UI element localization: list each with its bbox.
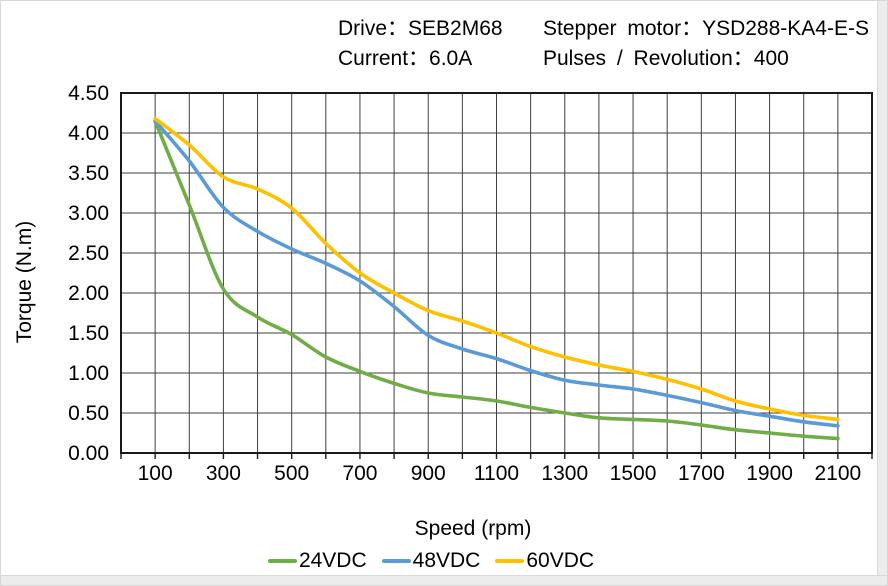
y-tick-label: 3.00 [68, 202, 109, 225]
legend-item-48vdc: 48VDC [381, 549, 481, 573]
x-tick-label: 1500 [610, 462, 657, 485]
legend-swatch-48vdc [381, 559, 411, 563]
window-edge-right [877, 1, 887, 585]
y-tick-label: 2.50 [68, 242, 109, 265]
current-label: Current：6.0A [338, 47, 473, 70]
x-tick-label: 1300 [541, 462, 588, 485]
chart-legend: 24VDC 48VDC 60VDC [1, 549, 861, 573]
series-line-60vdc [153, 116, 840, 422]
legend-item-24vdc: 24VDC [267, 549, 367, 573]
series-line-48vdc [153, 119, 840, 428]
legend-label: 48VDC [412, 549, 481, 572]
legend-swatch-60vdc [495, 559, 525, 563]
y-tick-label: 0.00 [68, 442, 109, 465]
y-axis-title: Torque (N.m) [13, 221, 36, 344]
x-tick-label: 300 [206, 462, 241, 485]
x-tick-label: 100 [138, 462, 173, 485]
x-tick-label: 1900 [746, 462, 793, 485]
y-tick-label: 2.00 [68, 282, 109, 305]
x-tick-label: 700 [342, 462, 377, 485]
x-tick-label: 2100 [815, 462, 862, 485]
legend-label: 60VDC [526, 549, 595, 572]
y-tick-label: 1.50 [68, 322, 109, 345]
legend-swatch-24vdc [267, 559, 297, 563]
y-tick-label: 4.50 [68, 82, 109, 105]
drive-label: Drive：SEB2M68 [338, 17, 503, 40]
y-tick-label: 4.00 [68, 122, 109, 145]
motor-label: Stepper motor：YSD288-KA4-E-S [543, 17, 869, 40]
pulses-label: Pulses / Revolution：400 [543, 47, 789, 70]
x-tick-label: 900 [411, 462, 446, 485]
chart-header: Drive：SEB2M68 Stepper motor：YSD288-KA4-E… [338, 14, 869, 74]
series-line-24vdc [153, 119, 840, 441]
y-tick-label: 3.50 [68, 162, 109, 185]
y-tick-label: 0.50 [68, 402, 109, 425]
window-edge-bottom [1, 575, 887, 585]
x-tick-label: 1100 [474, 462, 519, 485]
x-tick-label: 1700 [678, 462, 725, 485]
legend-label: 24VDC [298, 549, 367, 572]
legend-item-60vdc: 60VDC [495, 549, 594, 573]
x-axis-title: Speed (rpm) [415, 517, 532, 540]
y-tick-label: 1.00 [68, 362, 109, 385]
x-tick-label: 500 [274, 462, 309, 485]
